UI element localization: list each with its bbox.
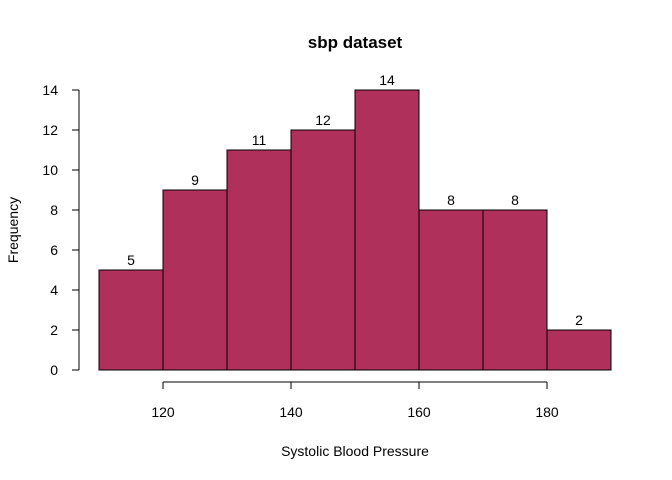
histogram-bar-170-180	[482, 209, 548, 371]
y-axis: 0 2 4 6 8 10 12 14	[42, 82, 80, 378]
y-axis-label: Frequency	[5, 197, 21, 263]
bar-labels-group: 5 9 11 12 14 8 8 2	[127, 72, 583, 328]
bar-count-label-6: 8	[511, 192, 519, 208]
y-tick-label-6: 6	[50, 242, 58, 258]
x-axis: 120 140 160 180	[151, 381, 559, 420]
histogram-bar-110-120	[98, 269, 164, 371]
y-tick-label-8: 8	[50, 202, 58, 218]
histogram-bar-130-140	[226, 149, 292, 371]
bar-count-label-1: 9	[191, 172, 199, 188]
y-tick-label-12: 12	[42, 122, 58, 138]
bar-count-label-7: 2	[575, 312, 583, 328]
bar-count-label-5: 8	[447, 192, 455, 208]
y-tick-label-2: 2	[50, 322, 58, 338]
bar-count-label-3: 12	[315, 112, 331, 128]
x-tick-label-120: 120	[151, 404, 175, 420]
y-tick-label-4: 4	[50, 282, 58, 298]
bar-count-label-0: 5	[127, 252, 135, 268]
bars-group	[98, 89, 612, 371]
chart-title: sbp dataset	[308, 33, 403, 52]
bar-count-label-2: 11	[252, 132, 267, 148]
histogram-bar-160-170	[418, 209, 484, 371]
x-axis-label: Systolic Blood Pressure	[281, 443, 429, 459]
histogram-bar-180-190	[546, 329, 612, 371]
bar-count-label-4: 14	[379, 72, 395, 88]
x-tick-label-160: 160	[407, 404, 431, 420]
histogram-bar-150-160	[354, 89, 420, 371]
y-tick-label-10: 10	[42, 162, 58, 178]
histogram-bar-140-150	[290, 129, 356, 371]
x-tick-label-140: 140	[279, 404, 303, 420]
histogram-bar-120-130	[162, 189, 228, 371]
y-tick-label-0: 0	[50, 362, 58, 378]
y-tick-label-14: 14	[42, 82, 58, 98]
x-tick-label-180: 180	[535, 404, 559, 420]
